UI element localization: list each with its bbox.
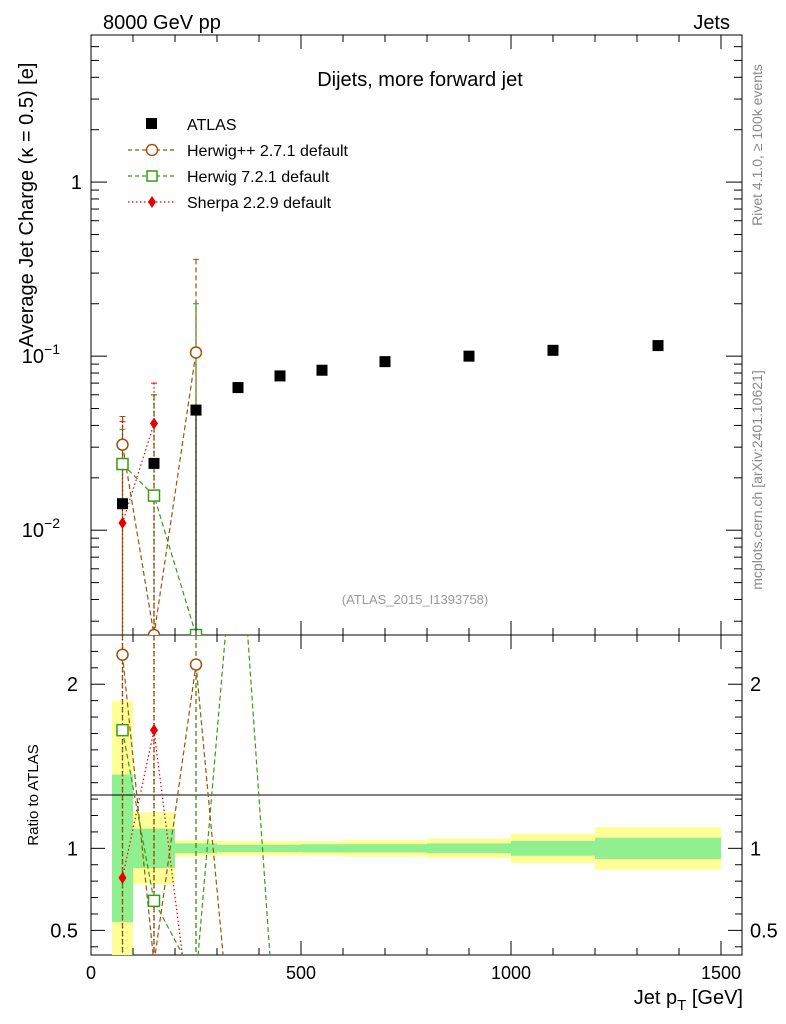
ratio-bands <box>112 700 721 955</box>
x-tick-label: 1000 <box>491 963 531 983</box>
ratio-line-sherpa <box>121 730 155 878</box>
ratio-point-herwigpp <box>189 658 203 671</box>
series-point-herwig7 <box>147 489 161 502</box>
series-point-herwigpp <box>116 438 129 451</box>
analysis-id: (ATLAS_2015_I1393758) <box>342 592 488 607</box>
series-point-sherpa <box>150 417 158 430</box>
ratio-marks <box>116 635 271 955</box>
ratio-band-stat <box>511 840 595 856</box>
category-label: Jets <box>693 12 730 34</box>
atlas-point <box>547 344 559 356</box>
atlas-point <box>652 340 664 352</box>
legend-marker-herwig7 <box>146 170 158 182</box>
ratio-tick-label-right: 2 <box>750 674 761 696</box>
ratio-axis-title: Ratio to ATLAS <box>25 744 42 845</box>
ratio-tick-label-right: 1 <box>750 838 761 860</box>
energy-label: 8000 GeV pp <box>103 12 221 34</box>
ratio-tick-label: 0.5 <box>50 920 78 942</box>
x-tick-label: 1500 <box>701 963 741 983</box>
ratio-band-stat <box>217 844 259 852</box>
atlas-point <box>274 370 286 382</box>
y-tick-label: 1 <box>71 172 82 194</box>
legend-marker-herwigpp <box>145 143 159 157</box>
series-point-sherpa <box>118 517 127 530</box>
legend-item-atlas: ATLAS <box>146 117 237 134</box>
legend-item-sherpa: Sherpa 2.2.9 default <box>128 195 332 212</box>
legend-item-herwig7: Herwig 7.2.1 default <box>128 169 330 186</box>
ratio-band-stat <box>259 844 301 852</box>
legend-marker-sherpa <box>148 196 156 208</box>
series-point-herwig7 <box>116 457 129 471</box>
legend-marker-atlas <box>146 118 157 129</box>
atlas-point <box>117 498 128 510</box>
series-line-herwigpp <box>121 352 197 635</box>
atlas-point <box>148 457 160 469</box>
legend-label-sherpa: Sherpa 2.2.9 default <box>187 195 332 212</box>
legend: ATLAS Herwig++ 2.7.1 default Herwig 7.2.… <box>128 117 349 212</box>
ratio-point-sherpa <box>118 871 127 884</box>
x-tick-label: 0 <box>86 963 96 983</box>
legend-label-herwig7: Herwig 7.2.1 default <box>187 169 330 186</box>
ratio-point-sherpa <box>150 724 158 737</box>
legend-label-herwigpp: Herwig++ 2.7.1 default <box>187 143 349 160</box>
ratio-band-stat <box>595 837 721 859</box>
ratio-band-stat <box>343 844 427 853</box>
main-marks <box>116 258 664 635</box>
source-label: mcplots.cern.ch [arXiv:2401.10621] <box>749 370 765 589</box>
rivet-label: Rivet 4.1.0, ≥ 100k events <box>749 64 765 226</box>
y-tick-label: 10−2 <box>22 515 60 542</box>
ratio-band-stat <box>175 843 217 854</box>
series-point-herwigpp <box>189 346 203 359</box>
ratio-tick-label-right: 0.5 <box>750 920 778 942</box>
atlas-point <box>316 364 328 376</box>
plot-title: Dijets, more forward jet <box>317 69 523 91</box>
x-axis-title: Jet pT [GeV] <box>634 987 743 1014</box>
x-tick-label: 500 <box>286 963 316 983</box>
atlas-point <box>379 356 391 368</box>
ratio-line-herwig7-ext <box>197 635 271 955</box>
y-axis-title: Average Jet Charge (κ = 0.5) [e] <box>16 63 38 348</box>
ratio-band-stat <box>301 844 343 853</box>
ratio-band-stat <box>427 843 511 854</box>
ratio-line-herwigpp <box>121 654 197 955</box>
ratio-point-herwig7 <box>147 894 161 908</box>
ratio-tick-label: 2 <box>67 674 78 696</box>
ratio-line-herwigpp-ext <box>195 664 224 955</box>
atlas-point <box>232 382 244 394</box>
ratio-point-herwigpp <box>116 648 129 661</box>
legend-label-atlas: ATLAS <box>187 117 237 134</box>
legend-item-herwigpp: Herwig++ 2.7.1 default <box>128 143 349 160</box>
ratio-tick-label: 1 <box>67 838 78 860</box>
series-point-herwigpp <box>147 628 161 635</box>
ratio-point-herwig7 <box>116 723 129 737</box>
atlas-point <box>463 350 475 362</box>
